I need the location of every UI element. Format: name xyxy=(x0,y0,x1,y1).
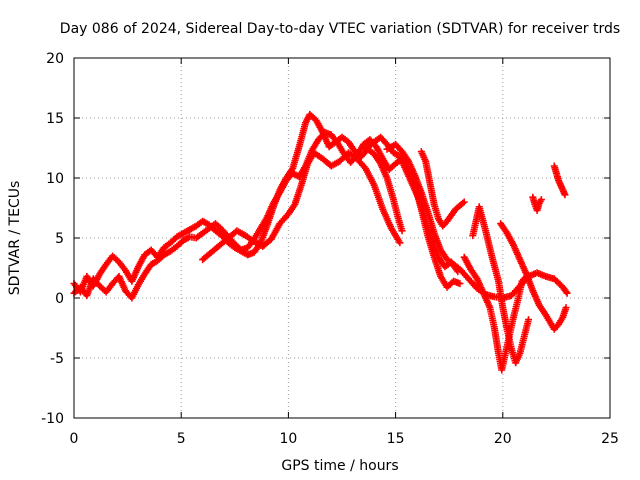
label-layer: 0 5 10 15 20 25 -10 -5 0 5 10 15 20 xyxy=(41,51,619,447)
series-sat-track-c xyxy=(199,149,404,264)
y-axis-label: SDTVAR / TECUs xyxy=(7,181,23,296)
data-point xyxy=(525,316,533,324)
y-tick-label: 10 xyxy=(46,171,64,187)
data-point xyxy=(562,288,570,296)
data-point xyxy=(537,196,545,204)
data-point xyxy=(398,227,406,235)
y-tick-label: 5 xyxy=(55,231,64,247)
data-layer xyxy=(70,110,571,374)
x-tick-label: 25 xyxy=(601,431,619,447)
y-tick-label: 20 xyxy=(46,51,64,67)
x-axis-label: GPS time / hours xyxy=(281,458,398,474)
x-tick-label: 10 xyxy=(279,431,297,447)
series-sat-track-i xyxy=(497,220,570,333)
chart-title: Day 086 of 2024, Sidereal Day-to-day VTE… xyxy=(60,21,620,37)
series-sat-track-g xyxy=(460,253,530,374)
data-point xyxy=(563,289,571,297)
y-tick-label: 0 xyxy=(55,291,64,307)
data-point xyxy=(460,198,468,206)
y-tick-label: -10 xyxy=(41,411,64,427)
grid-layer xyxy=(74,58,610,418)
data-point xyxy=(396,239,404,247)
y-tick-label: 15 xyxy=(46,111,64,127)
x-tick-label: 15 xyxy=(387,431,405,447)
tick-layer xyxy=(73,57,611,419)
data-point xyxy=(456,280,464,288)
data-point xyxy=(561,191,569,199)
data-point xyxy=(562,304,570,312)
series-sat-track-a xyxy=(70,110,406,296)
series-sat-track-h xyxy=(469,203,533,367)
x-tick-label: 0 xyxy=(70,431,79,447)
series-sat-track-k xyxy=(550,162,569,199)
x-tick-label: 20 xyxy=(494,431,512,447)
x-tick-label: 5 xyxy=(177,431,186,447)
series-sat-track-j xyxy=(529,193,545,214)
series-sat-track-f xyxy=(417,148,468,230)
y-tick-label: -5 xyxy=(50,351,64,367)
data-point xyxy=(459,199,467,207)
